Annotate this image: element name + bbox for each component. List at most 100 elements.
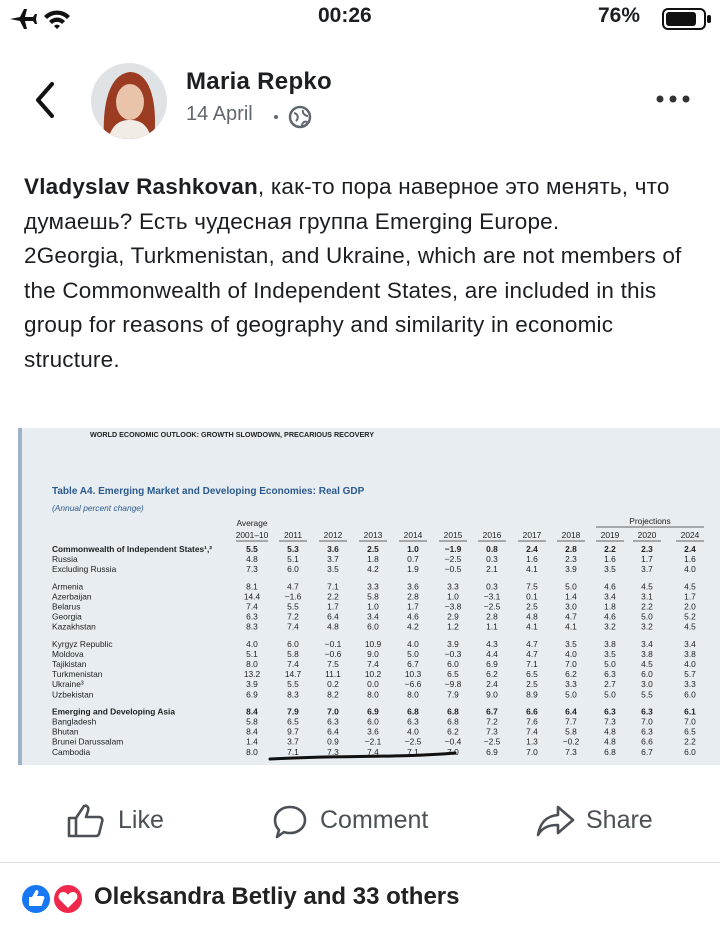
table-cell: 2.4 <box>486 679 498 689</box>
table-cell: 8.3 <box>246 622 258 632</box>
table-cell: 5.7 <box>684 669 696 679</box>
table-cell: 6.7 <box>641 747 653 757</box>
table-cell: 3.6 <box>407 581 419 591</box>
table-cell: −0.3 <box>445 649 462 659</box>
table-cell: 2.2 <box>327 591 339 601</box>
column-header: 2019 <box>601 530 620 540</box>
row-label: Turkmenistan <box>52 669 103 679</box>
table-cell: 3.6 <box>327 544 339 554</box>
table-cell: 6.6 <box>641 737 653 747</box>
table-cell: 5.0 <box>604 689 616 699</box>
table-cell: 4.5 <box>684 622 696 632</box>
table-cell: 9.7 <box>287 727 299 737</box>
table-cell: −0.5 <box>445 564 462 574</box>
row-label: Moldova <box>52 649 84 659</box>
table-cell: 7.9 <box>287 706 299 716</box>
table-cell: 2.8 <box>486 612 498 622</box>
table-cell: 0.8 <box>486 544 498 554</box>
table-cell: 5.2 <box>684 612 696 622</box>
table-cell: 1.6 <box>526 554 538 564</box>
column-header: 2012 <box>324 530 343 540</box>
table-cell: 6.9 <box>486 659 498 669</box>
table-cell: −0.4 <box>445 737 462 747</box>
author-name[interactable]: Maria Repko <box>186 68 333 95</box>
table-cell: 7.5 <box>327 659 339 669</box>
table-cell: 3.8 <box>604 639 616 649</box>
table-cell: 4.1 <box>565 622 577 632</box>
table-cell: 6.3 <box>604 706 616 716</box>
row-label: Brunei Darussalam <box>52 737 123 747</box>
share-icon[interactable] <box>536 804 576 838</box>
row-label: Cambodia <box>52 747 91 757</box>
table-cell: 7.4 <box>246 602 258 612</box>
attached-image[interactable]: WORLD ECONOMIC OUTLOOK: GROWTH SLOWDOWN,… <box>18 428 720 765</box>
clock: 00:26 <box>318 4 372 27</box>
more-menu[interactable] <box>654 92 694 106</box>
table-cell: 3.3 <box>565 679 577 689</box>
table-cell: 3.0 <box>565 602 577 612</box>
table-cell: 6.3 <box>604 669 616 679</box>
table-cell: −0.6 <box>325 649 342 659</box>
like-button[interactable]: Like <box>118 806 164 834</box>
row-label: Russia <box>52 554 78 564</box>
table-cell: 1.0 <box>367 602 379 612</box>
table-cell: 9.0 <box>486 689 498 699</box>
table-cell: −0.2 <box>563 737 580 747</box>
table-cell: 1.3 <box>526 737 538 747</box>
table-cell: 6.3 <box>407 717 419 727</box>
post-text: Vladyslav Rashkovan, как-то пора наверно… <box>24 170 684 377</box>
table-cell: −6.6 <box>405 679 422 689</box>
table-cell: 1.0 <box>407 544 419 554</box>
table-cell: 2.3 <box>565 554 577 564</box>
table-cell: 1.7 <box>641 554 653 564</box>
table-cell: 7.3 <box>604 717 616 727</box>
table-cell: 4.1 <box>526 564 538 574</box>
table-cell: −2.5 <box>484 737 501 747</box>
like-icon[interactable] <box>66 802 106 840</box>
row-label: Uzbekistan <box>52 689 94 699</box>
table-cell: 6.2 <box>565 669 577 679</box>
table-cell: −3.8 <box>445 602 462 612</box>
table-cell: 6.3 <box>641 727 653 737</box>
post-date[interactable]: 14 April <box>186 103 253 125</box>
table-cell: 1.9 <box>407 564 419 574</box>
table-cell: 4.8 <box>327 622 339 632</box>
table-cell: 1.1 <box>486 622 498 632</box>
row-label: Belarus <box>52 602 80 612</box>
row-label: Bhutan <box>52 727 79 737</box>
row-label: Emerging and Developing Asia <box>52 706 175 716</box>
column-header: 2014 <box>404 530 423 540</box>
table-cell: 8.1 <box>246 581 258 591</box>
back-button[interactable] <box>30 80 60 120</box>
table-cell: 1.7 <box>407 602 419 612</box>
table-cell: 4.0 <box>565 649 577 659</box>
share-button[interactable]: Share <box>586 806 653 834</box>
table-cell: 6.5 <box>684 727 696 737</box>
table-cell: 4.4 <box>486 649 498 659</box>
table-cell: 3.9 <box>246 679 258 689</box>
table-cell: 14.4 <box>244 591 261 601</box>
column-header: 2020 <box>638 530 657 540</box>
table-cell: 3.2 <box>641 622 653 632</box>
comment-button[interactable]: Comment <box>320 806 429 834</box>
mention[interactable]: Vladyslav Rashkovan <box>24 174 258 199</box>
status-icons <box>10 9 70 29</box>
table-cell: 7.0 <box>565 659 577 669</box>
table-cell: 1.6 <box>684 554 696 564</box>
row-label: Bangladesh <box>52 717 97 727</box>
reaction-summary[interactable]: Oleksandra Betliy and 33 others <box>94 883 460 910</box>
table-cell: 5.8 <box>565 727 577 737</box>
reaction-icons[interactable] <box>20 882 90 916</box>
table-cell: 2.2 <box>604 544 616 554</box>
table-cell: 7.3 <box>486 727 498 737</box>
table-cell: 0.0 <box>367 679 379 689</box>
table-cell: 3.6 <box>367 727 379 737</box>
row-label: Kazakhstan <box>52 622 96 632</box>
avatar[interactable] <box>90 62 168 140</box>
table-cell: 6.7 <box>407 659 419 669</box>
comment-icon[interactable] <box>272 804 308 840</box>
table-cell: 0.9 <box>327 737 339 747</box>
table-cell: 2.3 <box>641 544 653 554</box>
table-cell: 5.8 <box>287 649 299 659</box>
table-cell: 1.7 <box>327 602 339 612</box>
